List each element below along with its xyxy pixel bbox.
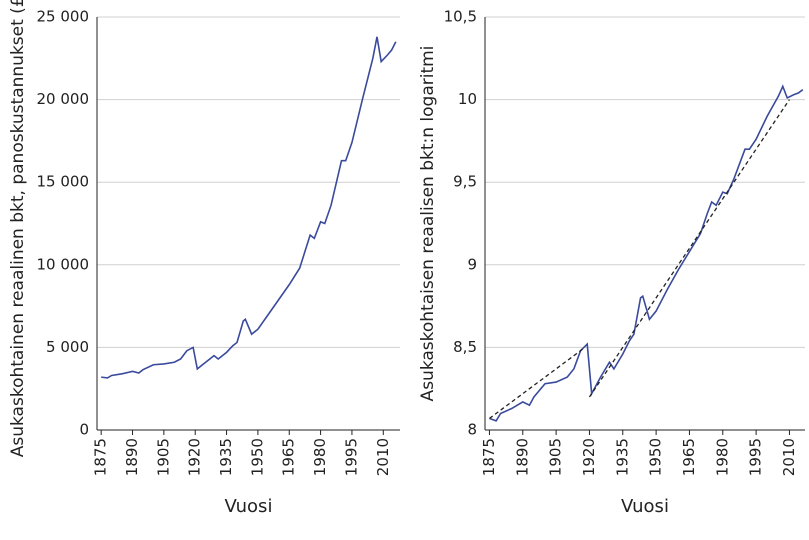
- x-tick-label: 1980: [713, 438, 731, 476]
- y-tick-label: 5 000: [46, 338, 89, 356]
- y-tick-label: 10 000: [37, 255, 90, 273]
- x-tick-label: 1965: [280, 438, 298, 476]
- x-tick-label: 1875: [480, 438, 498, 476]
- y-tick-label: 10,5: [444, 8, 477, 26]
- x-tick-label: 1950: [248, 438, 266, 476]
- x-tick-label: 1935: [217, 438, 235, 476]
- x-tick-label: 1875: [92, 438, 110, 476]
- y-axis-label: Asukaskohtaisen reaalisen bkt:n logaritm…: [418, 46, 438, 402]
- x-tick-label: 2010: [374, 438, 392, 476]
- y-tick-label: 15 000: [37, 173, 90, 191]
- y-tick-label: 25 000: [37, 8, 90, 26]
- x-tick-label: 1890: [513, 438, 531, 476]
- y-axis-label: Asukaskohtainen reaalinen bkt, panoskust…: [8, 0, 28, 457]
- x-tick-label: 1920: [580, 438, 598, 476]
- x-tick-label: 1905: [154, 438, 172, 476]
- x-axis-label: Vuosi: [225, 496, 273, 517]
- trend-line: [489, 99, 790, 419]
- y-tick-label: 8: [467, 421, 477, 439]
- data-line: [489, 84, 804, 422]
- y-tick-label: 0: [79, 421, 89, 439]
- x-tick-label: 1935: [613, 438, 631, 476]
- x-tick-label: 1980: [311, 438, 329, 476]
- y-tick-label: 20 000: [37, 90, 90, 108]
- x-tick-label: 1965: [680, 438, 698, 476]
- y-tick-label: 10: [458, 90, 477, 108]
- x-tick-label: 2010: [780, 438, 798, 476]
- y-tick-label: 9: [467, 255, 477, 273]
- x-tick-label: 1950: [647, 438, 665, 476]
- x-tick-label: 1995: [342, 438, 360, 476]
- y-tick-label: 9,5: [453, 173, 477, 191]
- x-tick-label: 1995: [747, 438, 765, 476]
- x-tick-label: 1905: [547, 438, 565, 476]
- x-tick-label: 1890: [123, 438, 141, 476]
- y-tick-label: 8,5: [453, 338, 477, 356]
- data-line: [101, 36, 397, 379]
- x-axis-label: Vuosi: [621, 496, 669, 517]
- x-tick-label: 1920: [186, 438, 204, 476]
